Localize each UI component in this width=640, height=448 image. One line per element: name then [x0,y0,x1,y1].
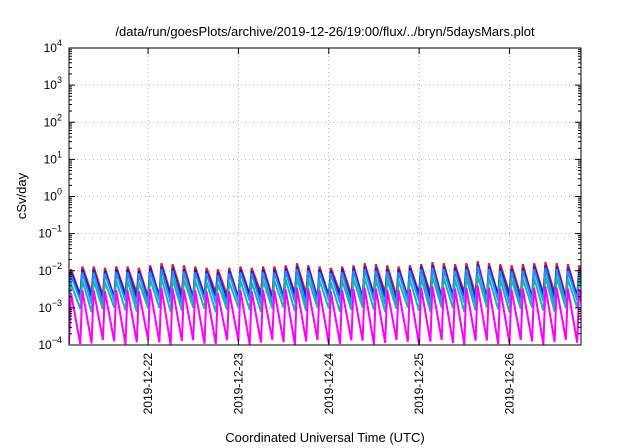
x-axis: 2019-12-22 2019-12-23 2019-12-24 2019-12-25… [141,48,516,414]
chart-title: /data/run/goesPlots/archive/2019-12-26/1… [115,24,535,39]
y-axis-label: cSv/day [14,172,29,219]
x-axis-label: Coordinated Universal Time (UTC) [225,430,424,445]
y-axis: 10−4 10−3 10−2 10−1 100 101 102 103 104 [38,38,581,352]
x-tick-label: 2019-12-25 [412,353,426,415]
y-tick-label: 101 [44,149,62,166]
y-tick-label: 10−2 [38,261,62,278]
y-tick-label: 10−3 [38,298,62,315]
y-tick-label: 10−4 [38,335,62,352]
x-tick-label: 2019-12-22 [141,353,155,415]
y-tick-label: 102 [44,112,62,129]
y-tick-label: 104 [44,38,62,55]
y-tick-label: 10−1 [38,224,62,241]
y-tick-label: 100 [44,187,62,204]
x-tick-label: 2019-12-24 [322,353,336,415]
x-tick-label: 2019-12-26 [502,353,516,415]
y-tick-label: 103 [44,75,62,92]
series-layer [69,261,581,345]
x-tick-label: 2019-12-23 [231,353,245,415]
grid [69,48,581,345]
